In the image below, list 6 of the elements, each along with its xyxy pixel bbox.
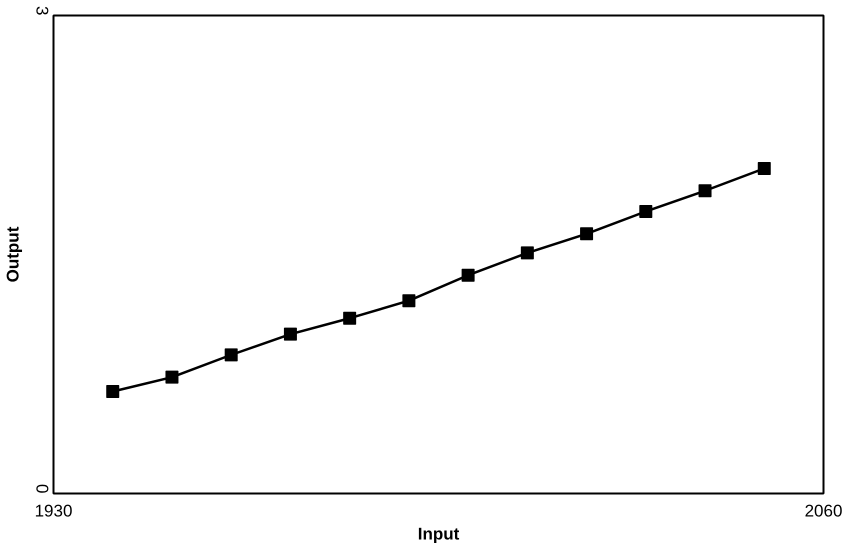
x-tick-label: 1930 [34,502,72,520]
y-tick-label: 0 [32,484,52,494]
y-tick-label: 3 [32,6,52,16]
x-axis-title: Input [418,524,460,544]
y-axis-title: Output [4,226,22,282]
x-tick-label: 2060 [804,502,842,520]
